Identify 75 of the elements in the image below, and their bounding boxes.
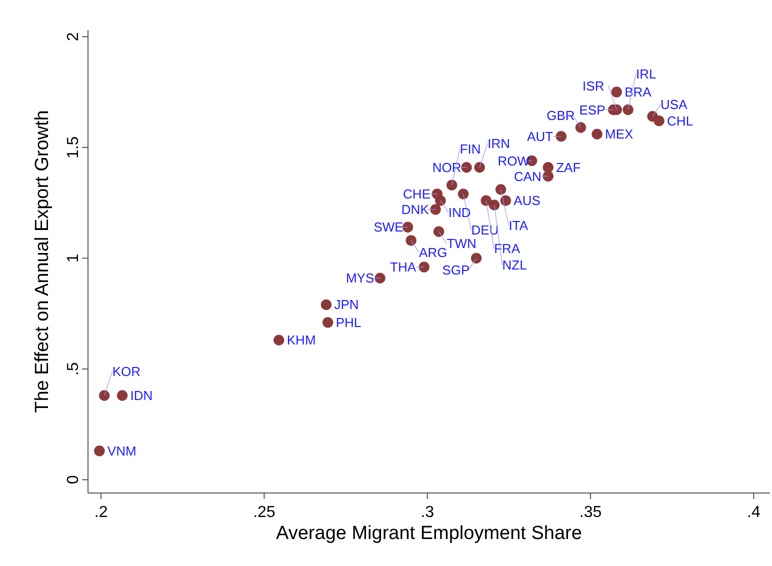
- point: [98, 390, 110, 401]
- annotation: CHE: [403, 186, 431, 202]
- point: [622, 104, 634, 116]
- x-tick-label: .3: [420, 504, 434, 521]
- annotation: FRA: [494, 241, 520, 256]
- annotation: GBR: [546, 108, 575, 124]
- annotation: NZL: [502, 258, 527, 273]
- y-tick-label: 1: [65, 254, 82, 263]
- annotation: SWE: [374, 220, 404, 235]
- x-tick-label: .25: [253, 504, 276, 521]
- annotation: USA: [660, 96, 688, 112]
- annotation: IND: [448, 205, 471, 220]
- annotation: IDN: [130, 388, 153, 404]
- annotation: IRL: [636, 66, 656, 82]
- annotation: DEU: [471, 222, 499, 238]
- point: [274, 334, 284, 346]
- point: [458, 188, 469, 200]
- annotation: ARG: [419, 245, 448, 260]
- point: [435, 195, 446, 206]
- annotation: AUT: [527, 128, 554, 144]
- point: [611, 86, 622, 98]
- x-tick-label: .4: [747, 504, 760, 521]
- annotation: KHM: [286, 332, 316, 348]
- point: [322, 317, 334, 328]
- annotation: TWN: [446, 236, 476, 252]
- annotation: MYS: [346, 270, 374, 286]
- annotation: FIN: [460, 142, 481, 157]
- annotation: NOR: [432, 160, 462, 175]
- point: [542, 170, 554, 182]
- x-tick-label: .2: [94, 504, 108, 521]
- point: [94, 446, 105, 456]
- annotation: PHL: [336, 314, 362, 330]
- y-tick-label: .5: [65, 362, 82, 376]
- y-tick-label: 1.5: [65, 136, 82, 159]
- y-axis-title: The Effect on Annual Export Growth: [32, 110, 53, 413]
- point: [406, 235, 416, 246]
- annotation: JPN: [334, 297, 359, 312]
- annotation: KOR: [112, 364, 140, 380]
- annotation: VNM: [107, 443, 136, 458]
- annotation: THA: [390, 260, 416, 275]
- annotation: CAN: [514, 168, 542, 184]
- x-tick-label: .35: [579, 504, 602, 521]
- point: [654, 115, 664, 126]
- point: [495, 184, 506, 195]
- annotation: ISR: [582, 78, 604, 94]
- y-tick-label: 0: [65, 475, 82, 484]
- point: [592, 128, 602, 140]
- annotation: IRN: [488, 136, 510, 151]
- annotation: ITA: [508, 218, 528, 234]
- annotation: MEX: [605, 126, 634, 142]
- point: [542, 162, 554, 173]
- point: [430, 204, 441, 215]
- point: [320, 299, 332, 310]
- annotation: CHL: [667, 113, 694, 128]
- point: [488, 200, 500, 210]
- y-tick-label: 2: [65, 32, 82, 42]
- annotation: SGP: [442, 262, 470, 278]
- point: [374, 272, 386, 284]
- point: [474, 162, 485, 173]
- point: [418, 262, 430, 272]
- point: [402, 222, 414, 233]
- point: [556, 130, 567, 142]
- annotation: BRA: [624, 84, 652, 100]
- point: [116, 390, 128, 401]
- point: [433, 226, 444, 237]
- x-axis-title: Average Migrant Employment Share: [276, 523, 582, 544]
- point: [446, 180, 458, 190]
- annotation: ZAF: [556, 160, 581, 175]
- annotation: AUS: [514, 193, 541, 208]
- point: [461, 162, 472, 173]
- annotation: ESP: [579, 102, 606, 118]
- annotation: DNK: [401, 202, 430, 217]
- point: [470, 252, 482, 264]
- point: [500, 195, 512, 206]
- point: [575, 122, 586, 133]
